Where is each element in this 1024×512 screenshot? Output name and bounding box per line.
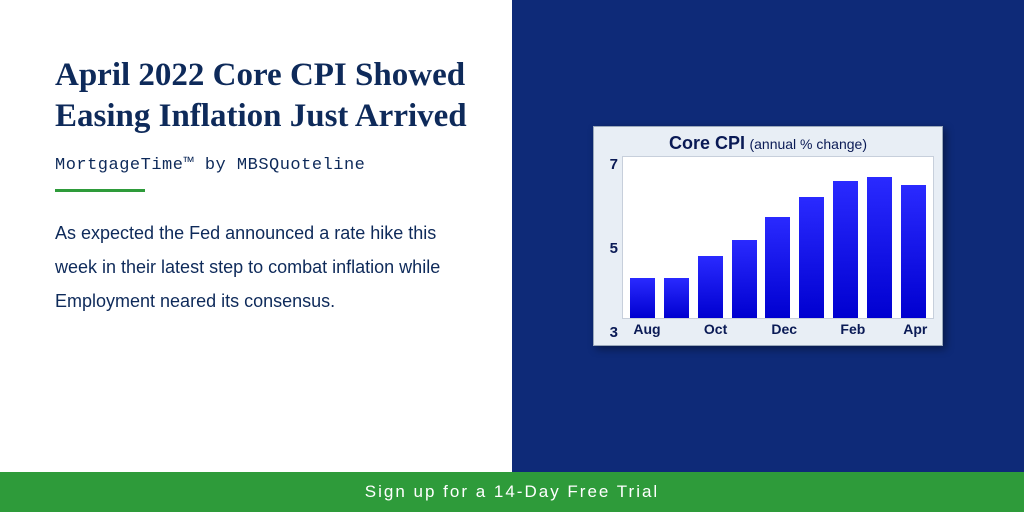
bar — [698, 256, 723, 318]
cta-text: Sign up for a 14-Day Free Trial — [365, 482, 659, 502]
y-axis: 7 5 3 — [602, 156, 622, 341]
chart-column: Core CPI (annual % change) 7 5 3 Aug Oct D… — [512, 0, 1024, 472]
xlabel: Dec — [771, 321, 797, 337]
cta-banner[interactable]: Sign up for a 14-Day Free Trial — [0, 472, 1024, 512]
main-panel: April 2022 Core CPI Showed Easing Inflat… — [0, 0, 1024, 472]
xlabel: Apr — [903, 321, 927, 337]
subhead: MortgageTime™ by MBSQuoteline — [55, 156, 472, 175]
bar — [765, 217, 790, 318]
chart-body: 7 5 3 Aug Oct Dec Feb Apr — [602, 156, 934, 341]
accent-rule — [55, 189, 145, 192]
bar — [630, 278, 655, 318]
body-text: As expected the Fed announced a rate hik… — [55, 216, 472, 319]
chart-title-sub: (annual % change) — [749, 136, 867, 152]
bar — [867, 177, 892, 318]
chart-title: Core CPI (annual % change) — [602, 133, 934, 154]
bar — [799, 197, 824, 318]
ytick: 5 — [602, 240, 618, 257]
cpi-chart: Core CPI (annual % change) 7 5 3 Aug Oct D… — [593, 126, 943, 346]
bar — [664, 278, 689, 318]
bar — [732, 240, 757, 318]
ytick: 7 — [602, 156, 618, 173]
text-column: April 2022 Core CPI Showed Easing Inflat… — [0, 0, 512, 472]
xlabel: Aug — [633, 321, 660, 337]
plot-area — [622, 156, 934, 319]
ytick: 3 — [602, 324, 618, 341]
bar — [901, 185, 926, 318]
xlabel: Oct — [704, 321, 727, 337]
xlabel: Feb — [840, 321, 865, 337]
plot-wrap: Aug Oct Dec Feb Apr — [622, 156, 934, 341]
chart-title-bold: Core CPI — [669, 133, 745, 153]
bar — [833, 181, 858, 318]
x-axis: Aug Oct Dec Feb Apr — [622, 319, 934, 341]
headline: April 2022 Core CPI Showed Easing Inflat… — [55, 55, 472, 138]
